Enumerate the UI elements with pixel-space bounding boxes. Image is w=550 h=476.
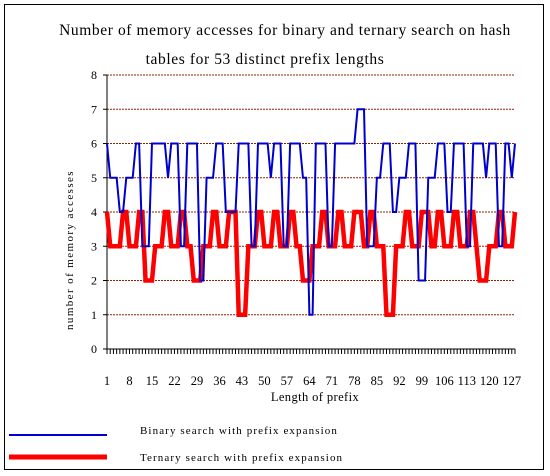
y-tick-label: 1 bbox=[91, 308, 97, 322]
x-tick-label: 8 bbox=[126, 374, 132, 388]
series-line-binary bbox=[106, 108, 516, 316]
x-tick-label: 113 bbox=[458, 374, 476, 388]
x-tick-label: 57 bbox=[281, 374, 294, 388]
x-tick-label: 22 bbox=[168, 374, 181, 388]
y-tick-label: 3 bbox=[91, 239, 97, 253]
memory-access-chart: Number of memory accesses for binary and… bbox=[9, 22, 521, 464]
y-tick-label: 8 bbox=[91, 68, 97, 82]
legend-label-ternary: Ternary search with prefix expansion bbox=[140, 452, 343, 464]
y-axis-label: number of memory accesses bbox=[64, 170, 76, 330]
y-tick-label: 0 bbox=[91, 342, 97, 356]
series-line-ternary bbox=[104, 209, 518, 317]
x-tick-label: 85 bbox=[371, 374, 384, 388]
x-tick-label: 43 bbox=[236, 374, 249, 388]
x-tick-label: 64 bbox=[303, 374, 316, 388]
x-tick-label: 50 bbox=[258, 374, 271, 388]
x-tick-label: 29 bbox=[191, 374, 204, 388]
x-tick-label: 99 bbox=[416, 374, 429, 388]
x-tick-label: 120 bbox=[480, 374, 499, 388]
legend: Binary search with prefix expansion Tern… bbox=[9, 425, 343, 464]
chart-frame: Number of memory accesses for binary and… bbox=[4, 4, 544, 470]
x-tick-label: 1 bbox=[104, 374, 110, 388]
chart-title-line-1: Number of memory accesses for binary and… bbox=[59, 22, 511, 39]
y-tick-labels: 0 1 2 3 4 5 6 7 8 bbox=[91, 68, 97, 356]
y-tick-label: 2 bbox=[91, 274, 97, 288]
legend-label-binary: Binary search with prefix expansion bbox=[140, 425, 338, 437]
x-tick-label: 127 bbox=[502, 374, 521, 388]
x-axis-label: Length of prefix bbox=[271, 390, 360, 404]
y-tick-label: 5 bbox=[91, 171, 97, 185]
chart-title-line-2: tables for 53 distinct prefix lengths bbox=[146, 51, 385, 68]
data-series bbox=[104, 108, 518, 317]
y-tick-label: 7 bbox=[91, 102, 97, 116]
x-tick-label: 15 bbox=[146, 374, 159, 388]
x-tick-label: 78 bbox=[348, 374, 361, 388]
x-tick-label: 71 bbox=[326, 374, 339, 388]
x-tick-label: 106 bbox=[435, 374, 454, 388]
y-tick-label: 4 bbox=[91, 205, 97, 219]
y-tick-label: 6 bbox=[91, 137, 97, 151]
x-tick-labels: 1 8 15 22 29 36 43 50 57 64 71 78 85 92 99 106 113 120 127 bbox=[104, 374, 521, 388]
x-tick-label: 92 bbox=[393, 374, 406, 388]
x-tick-label: 36 bbox=[213, 374, 226, 388]
